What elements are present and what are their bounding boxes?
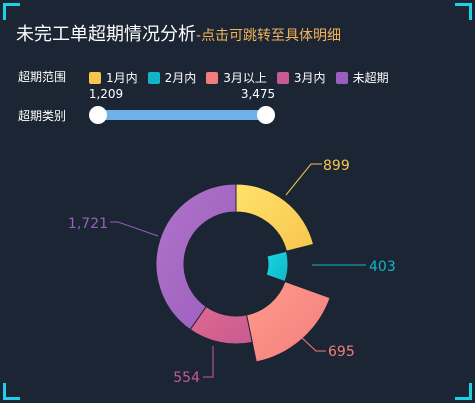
label-leader-line xyxy=(300,336,326,352)
slider-min-handle[interactable] xyxy=(89,106,107,124)
legend-item-not-overdue[interactable]: 未超期 xyxy=(335,69,389,86)
type-label: 超期类别 xyxy=(18,109,67,123)
legend-label: 1月内 xyxy=(106,71,138,85)
corner-decoration xyxy=(455,3,472,20)
legend-label: 未超期 xyxy=(352,71,389,85)
legend-swatch xyxy=(147,71,160,84)
range-label: 超期范围 xyxy=(18,70,67,84)
legend-swatch xyxy=(276,71,289,84)
legend-swatch xyxy=(206,71,219,84)
label-leader-line xyxy=(203,346,214,378)
corner-decoration xyxy=(3,383,20,400)
chart-legend: 1月内 2月内 3月以上 3月内 未超期 xyxy=(89,69,399,86)
pie-slice-5[interactable] xyxy=(155,183,237,331)
corner-decoration xyxy=(3,3,20,20)
title-subtitle-link[interactable]: 点击可跳转至具体明细 xyxy=(201,28,342,44)
title-separator: - xyxy=(196,28,202,44)
legend-label: 3月以上 xyxy=(223,71,267,85)
pie-slice-3[interactable] xyxy=(245,280,331,363)
corner-decoration xyxy=(455,383,472,400)
slider-track xyxy=(98,110,266,120)
legend-label: 3月内 xyxy=(293,71,326,85)
legend-item-3m[interactable]: 3月内 xyxy=(276,69,326,86)
data-label: 899 xyxy=(323,158,350,174)
panel-title: 未完工单超期情况分析-点击可跳转至具体明细 xyxy=(16,20,341,46)
pie-slice-2[interactable] xyxy=(265,250,289,283)
data-label: 554 xyxy=(173,370,200,386)
slider-max-handle[interactable] xyxy=(257,106,275,124)
title-main: 未完工单超期情况分析 xyxy=(16,24,196,45)
pie-slice-1[interactable] xyxy=(235,183,315,252)
data-label: 403 xyxy=(369,259,396,275)
legend-label: 2月内 xyxy=(164,71,197,85)
data-label: 695 xyxy=(328,344,355,360)
slider-min-value: 1,209 xyxy=(88,87,124,101)
legend-item-over-3m[interactable]: 3月以上 xyxy=(206,69,267,86)
range-slider[interactable] xyxy=(89,106,275,124)
label-leader-line xyxy=(110,221,159,237)
legend-item-1m[interactable]: 1月内 xyxy=(89,69,138,86)
label-leader-line xyxy=(285,163,322,196)
legend-swatch xyxy=(89,71,101,84)
legend-item-2m[interactable]: 2月内 xyxy=(147,69,197,86)
slider-max-value: 3,475 xyxy=(240,87,276,101)
legend-swatch xyxy=(335,71,348,84)
data-label: 1,721 xyxy=(68,216,108,232)
